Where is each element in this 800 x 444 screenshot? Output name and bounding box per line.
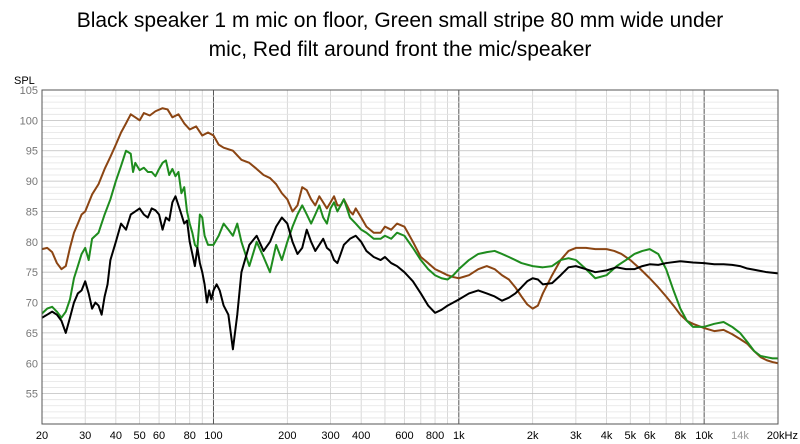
grid [41,89,779,425]
y-tick-label: 100 [20,115,38,127]
plot-frame [41,89,779,425]
chart-title-line-2: mic, Red filt around front the mic/speak… [208,38,592,61]
y-tick-label: 90 [26,176,38,188]
x-tick-label: 800 [426,430,444,442]
x-tick-label: 400 [352,430,370,442]
series-lines [41,107,779,365]
x-tick-label: 5k [624,430,636,442]
y-tick-label: 105 [20,85,38,97]
x-tick-label: 4k [601,430,613,442]
y-tick-label: 95 [26,146,38,158]
y-tick-label: 85 [26,206,38,218]
x-tick-label: 100 [204,430,222,442]
x-tick-labels: 20 30 40 50 60 80 100 200 300 400 600 800 1k 2k 3k 4k 5k… [36,430,798,442]
y-tick-label: 55 [26,389,38,401]
series-line-2 [41,149,778,360]
x-tick-label: 6k [644,430,656,442]
y-tick-label: 65 [26,328,38,340]
x-tick-label: 20 [36,430,48,442]
x-tick-label: 8k [675,430,687,442]
x-tick-label: 1k [453,430,465,442]
series-line-1 [41,107,779,365]
x-tick-label: 200 [278,430,296,442]
y-axis-label: SPL [14,75,35,87]
x-tick-label: 600 [395,430,413,442]
x-tick-label: 50 [134,430,146,442]
y-tick-label: 70 [26,298,38,310]
y-tick-labels: 105 100 95 90 85 80 75 70 65 60 55 [20,85,38,401]
chart-title-line-1: Black speaker 1 m mic on floor, Green sm… [76,9,724,32]
series-line-3 [41,195,779,351]
x-tick-label: 30 [79,430,91,442]
y-tick-label: 80 [26,237,38,249]
x-tick-label: 300 [321,430,339,442]
x-tick-label: 14k [731,430,749,442]
x-tick-label: 3k [570,430,582,442]
x-tick-label: 80 [184,430,196,442]
x-tick-label: 2k [527,430,539,442]
chart-title: Black speaker 1 m mic on floor, Green sm… [0,6,800,64]
x-tick-label: 40 [110,430,122,442]
plot-border [41,89,779,425]
y-tick-label: 60 [26,358,38,370]
y-tick-label: 75 [26,267,38,279]
x-tick-label: 20kHz [767,430,798,442]
x-tick-label: 10k [695,430,713,442]
x-tick-label: 60 [153,430,165,442]
